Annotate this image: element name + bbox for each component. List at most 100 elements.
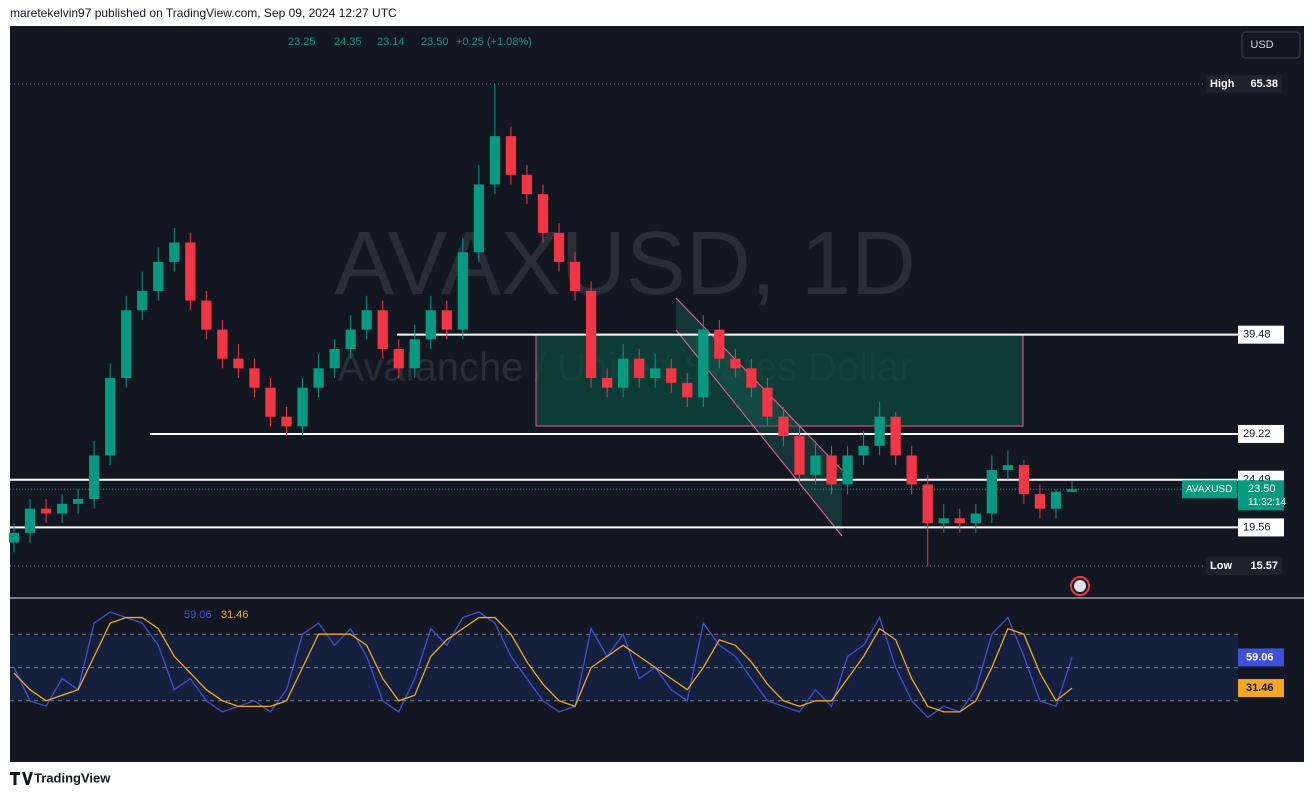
candle-body [650,368,661,379]
candle-body [890,416,901,456]
ohlc-low: 23.14 [377,36,405,48]
osc-line [13,616,1073,713]
publisher-line: maretekelvin97 published on TradingView.… [10,6,397,20]
candle-body [105,378,116,456]
price-tag-value: 23.50 [1248,483,1276,495]
candle-body [121,310,132,379]
candle-body [585,290,597,379]
candle-body [858,445,869,456]
candle-body [473,184,485,253]
watermark-symbol: AVAXUSD, 1D [334,214,916,314]
candle-body [794,436,805,475]
candle-body [906,455,917,485]
candle-body [569,261,581,291]
ohlc-open: 23.25 [288,36,316,48]
candle-body [457,252,468,330]
candle-body [441,310,452,330]
low-name: Low [1210,560,1232,572]
candle-body [281,416,292,427]
ohlc-change: +0.25 (+1.08%) [456,36,532,48]
candle-body [746,368,757,388]
ohlc-high: 24.35 [334,36,362,48]
low-value: 15.57 [1250,560,1278,572]
ohlc-close: 23.50 [421,36,449,48]
currency-label: USD [1250,39,1273,51]
candle-body [377,310,388,349]
symbol-tag [1182,480,1237,499]
candle-body [874,416,885,446]
candle-body [201,300,212,330]
price-tag [1238,480,1284,511]
candle-body [56,503,68,514]
candle-body [8,532,20,543]
candle-body [954,518,965,524]
low-tag [1206,557,1282,576]
high-name: High [1210,78,1235,90]
candle-body [345,329,356,349]
candle-body [698,329,709,398]
flag-icon [1070,576,1090,596]
candle-body [986,469,997,514]
candle-body [810,455,821,475]
candle-body [393,348,404,369]
level-label: 29.22 [1243,428,1271,440]
candle-body [185,242,196,301]
candle-body [778,416,789,437]
level-tag [1238,325,1284,344]
candle-body [153,261,164,291]
level-label: 19.56 [1243,521,1271,533]
candle-body [505,136,517,175]
high-value: 65.38 [1250,78,1278,90]
candle-body [425,310,436,340]
candle-body [601,378,613,388]
osc-tag [1238,679,1284,698]
candle-body [634,358,645,379]
candle-body [233,358,244,369]
currency-button[interactable] [1241,31,1301,59]
candle-body [265,387,276,417]
osc-line [13,611,1073,719]
candle-body [938,518,949,524]
candle-body [24,508,36,533]
osc-tag-label: 59.06 [1246,651,1274,663]
candle-body [762,387,773,417]
candle-body [1018,465,1030,495]
candle-body [40,508,52,514]
symbol-tag-label: AVAXUSD [1186,484,1232,495]
brand: TradingView [34,770,111,785]
candle-body [842,455,853,485]
candle-body [1066,489,1078,492]
candle-body [1050,491,1062,509]
candle-body [1034,494,1046,509]
ohlc-header: 23.25 24.35 23.14 23.50 +0.25 (+1.08%) [288,36,532,48]
candle-body [409,339,420,369]
candle-body [922,484,933,524]
osc-legend-value: 59.06 [184,609,212,621]
candle-body [89,455,100,499]
price-countdown: 11:32:14 [1248,497,1287,508]
candle-body [618,358,629,388]
candle-body [682,382,693,398]
osc-tag [1238,648,1284,667]
candle-body [730,358,741,369]
level-tag [1238,518,1284,537]
candle-body [714,329,725,359]
level-tag [1238,424,1284,443]
tv-logo [10,772,33,785]
candle-body [249,368,260,388]
candle-body [137,290,148,311]
osc-legend-value: 31.46 [221,609,249,621]
level-label: 39.48 [1243,329,1271,341]
candle-body [489,136,501,185]
candle-body [169,242,180,262]
candle-body [217,329,228,359]
candle-body [826,455,837,485]
candle-body [72,498,84,504]
candle-body [521,174,533,195]
high-tag [1206,75,1282,94]
osc-tag-label: 31.46 [1246,682,1274,694]
candle-body [537,194,549,233]
candle-body [666,368,677,383]
